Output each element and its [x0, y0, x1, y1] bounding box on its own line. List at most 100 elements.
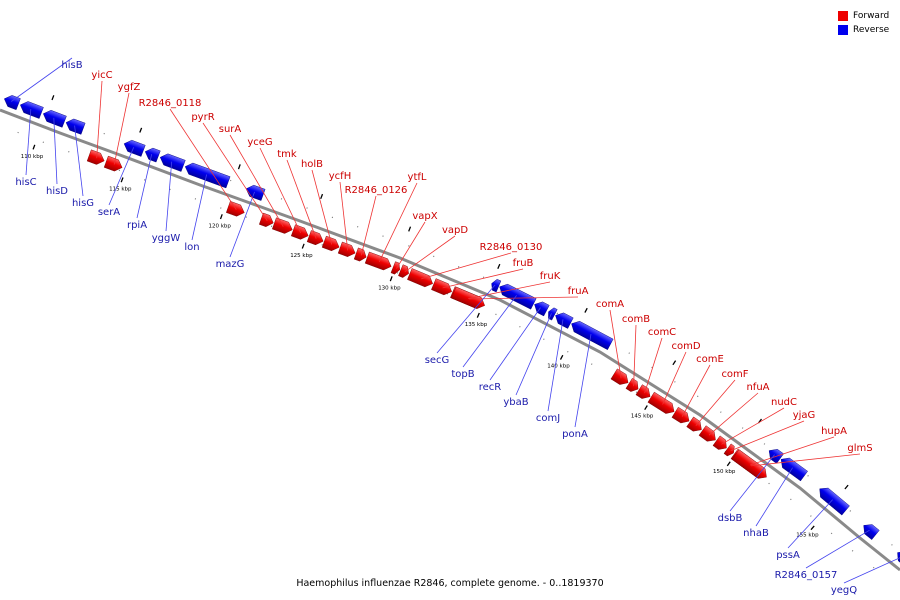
gene-ponA[interactable]: [569, 318, 614, 350]
gene-label-ycfH[interactable]: ycfH: [329, 171, 351, 182]
gene-serA[interactable]: [122, 138, 146, 157]
gene-label-ytfL[interactable]: ytfL: [408, 172, 427, 183]
gene-recR[interactable]: [532, 299, 550, 317]
gene-label-hupA[interactable]: hupA: [821, 426, 847, 437]
gene-label-tmk[interactable]: tmk: [277, 149, 297, 160]
gene-label-dsbB[interactable]: dsbB: [718, 513, 743, 524]
gene-pssA[interactable]: [816, 484, 850, 516]
gene-label-surA[interactable]: surA: [219, 124, 242, 135]
gene-label-pssA[interactable]: pssA: [776, 550, 800, 561]
major-tick: [497, 263, 501, 269]
gene-label-recR[interactable]: recR: [479, 382, 502, 393]
leader-line-mazG: [229, 191, 255, 258]
gene-label-serA[interactable]: serA: [98, 207, 120, 218]
gene-label-secG[interactable]: secG: [425, 355, 450, 366]
gene-label-R2846_0157[interactable]: R2846_0157: [775, 570, 838, 581]
gene-comD[interactable]: [647, 391, 677, 417]
gene-comE[interactable]: [671, 406, 692, 426]
gene-hisB[interactable]: [2, 93, 21, 111]
leader-line-R2846_0130: [421, 252, 512, 280]
leader-line-comJ: [547, 319, 564, 412]
gene-R2846_0130[interactable]: [407, 268, 435, 289]
gene-label-vapD[interactable]: vapD: [442, 225, 468, 236]
gene-label-holB[interactable]: holB: [301, 159, 323, 170]
major-tick: [672, 360, 677, 366]
gene-label-hisD[interactable]: hisD: [46, 186, 68, 197]
gene-nhaB[interactable]: [778, 454, 808, 482]
gene-label-fruA[interactable]: fruA: [568, 286, 589, 297]
gene-yggW[interactable]: [158, 152, 186, 172]
gene-label-comB[interactable]: comB: [622, 314, 650, 325]
gene-label-yicC[interactable]: yicC: [91, 70, 112, 81]
gene-comA[interactable]: [610, 368, 631, 388]
major-tick: [120, 177, 124, 183]
gene-label-nfuA[interactable]: nfuA: [746, 382, 769, 393]
gene-ybaB[interactable]: [546, 306, 558, 321]
gene-lon[interactable]: [183, 161, 231, 189]
gene-label-ybaB[interactable]: ybaB: [503, 397, 528, 408]
gene-label-hisG[interactable]: hisG: [72, 198, 94, 209]
gene-fruA[interactable]: [451, 286, 487, 311]
gene-nudC[interactable]: [712, 435, 730, 453]
gene-label-comJ[interactable]: comJ: [536, 413, 560, 424]
gene-mazG[interactable]: [244, 183, 266, 201]
gene-ycfH[interactable]: [337, 241, 357, 259]
gene-label-ponA[interactable]: ponA: [562, 429, 588, 440]
major-tick: [559, 354, 564, 360]
gene-label-ygfZ[interactable]: ygfZ: [118, 82, 141, 93]
gene-fruB[interactable]: [431, 278, 454, 298]
gene-label-comA[interactable]: comA: [596, 299, 624, 310]
gene-vapD[interactable]: [398, 264, 411, 279]
gene-comB[interactable]: [625, 378, 641, 394]
gene-label-pyrR[interactable]: pyrR: [191, 112, 214, 123]
gene-label-hisB[interactable]: hisB: [61, 60, 82, 71]
gene-glmS[interactable]: [731, 449, 770, 482]
leader-line-vapD: [404, 235, 456, 273]
gene-ygfZ[interactable]: [103, 155, 124, 173]
gene-ytfL[interactable]: [364, 251, 393, 272]
gene-comJ[interactable]: [553, 310, 574, 329]
gene-label-comE[interactable]: comE: [696, 354, 724, 365]
gene-label-R2846_0118[interactable]: R2846_0118: [139, 98, 202, 109]
gene-label-yjaG[interactable]: yjaG: [793, 410, 816, 421]
gene-label-comD[interactable]: comD: [671, 341, 700, 352]
gene-label-lon[interactable]: lon: [184, 242, 199, 253]
gene-label-vapX[interactable]: vapX: [412, 211, 437, 222]
gene-label-topB[interactable]: topB: [451, 369, 474, 380]
gene-holB[interactable]: [321, 235, 341, 253]
gene-label-mazG[interactable]: mazG: [216, 259, 245, 270]
gene-tmk[interactable]: [306, 230, 325, 246]
gene-nfuA[interactable]: [698, 425, 719, 445]
gene-yicC[interactable]: [86, 149, 106, 167]
gene-label-yggW[interactable]: yggW: [152, 233, 181, 244]
gene-hisC[interactable]: [18, 99, 44, 119]
gene-yegQ[interactable]: [894, 548, 900, 566]
leader-line-lon: [191, 174, 207, 241]
gene-R2846_0157[interactable]: [860, 521, 880, 540]
gene-label-comC[interactable]: comC: [648, 327, 676, 338]
gene-label-fruK[interactable]: fruK: [540, 271, 561, 282]
gene-label-yegQ[interactable]: yegQ: [831, 585, 857, 596]
gene-label-fruB[interactable]: fruB: [513, 258, 534, 269]
gene-yjaG[interactable]: [723, 443, 737, 458]
gene-comF[interactable]: [686, 416, 705, 435]
gene-label-nhaB[interactable]: nhaB: [743, 528, 769, 539]
leader-line-comA: [609, 309, 622, 379]
gene-rpiA[interactable]: [143, 146, 161, 163]
leader-line-hisB: [11, 57, 73, 102]
gene-yceG[interactable]: [290, 224, 310, 242]
gene-label-nudC[interactable]: nudC: [771, 397, 797, 408]
minor-tick: [741, 427, 744, 429]
gene-label-R2846_0130[interactable]: R2846_0130: [480, 242, 543, 253]
tick-label: 155 kbp: [796, 533, 819, 539]
gene-secG[interactable]: [489, 278, 502, 293]
gene-label-glmS[interactable]: glmS: [847, 443, 872, 454]
gene-label-comF[interactable]: comF: [721, 369, 748, 380]
gene-vapX[interactable]: [390, 261, 402, 276]
gene-label-yceG[interactable]: yceG: [247, 137, 272, 148]
gene-label-R2846_0126[interactable]: R2846_0126: [345, 185, 408, 196]
tick-label: 135 kbp: [465, 322, 488, 328]
gene-label-rpiA[interactable]: rpiA: [127, 220, 147, 231]
gene-R2846_0118[interactable]: [226, 200, 246, 218]
gene-label-hisC[interactable]: hisC: [15, 177, 36, 188]
